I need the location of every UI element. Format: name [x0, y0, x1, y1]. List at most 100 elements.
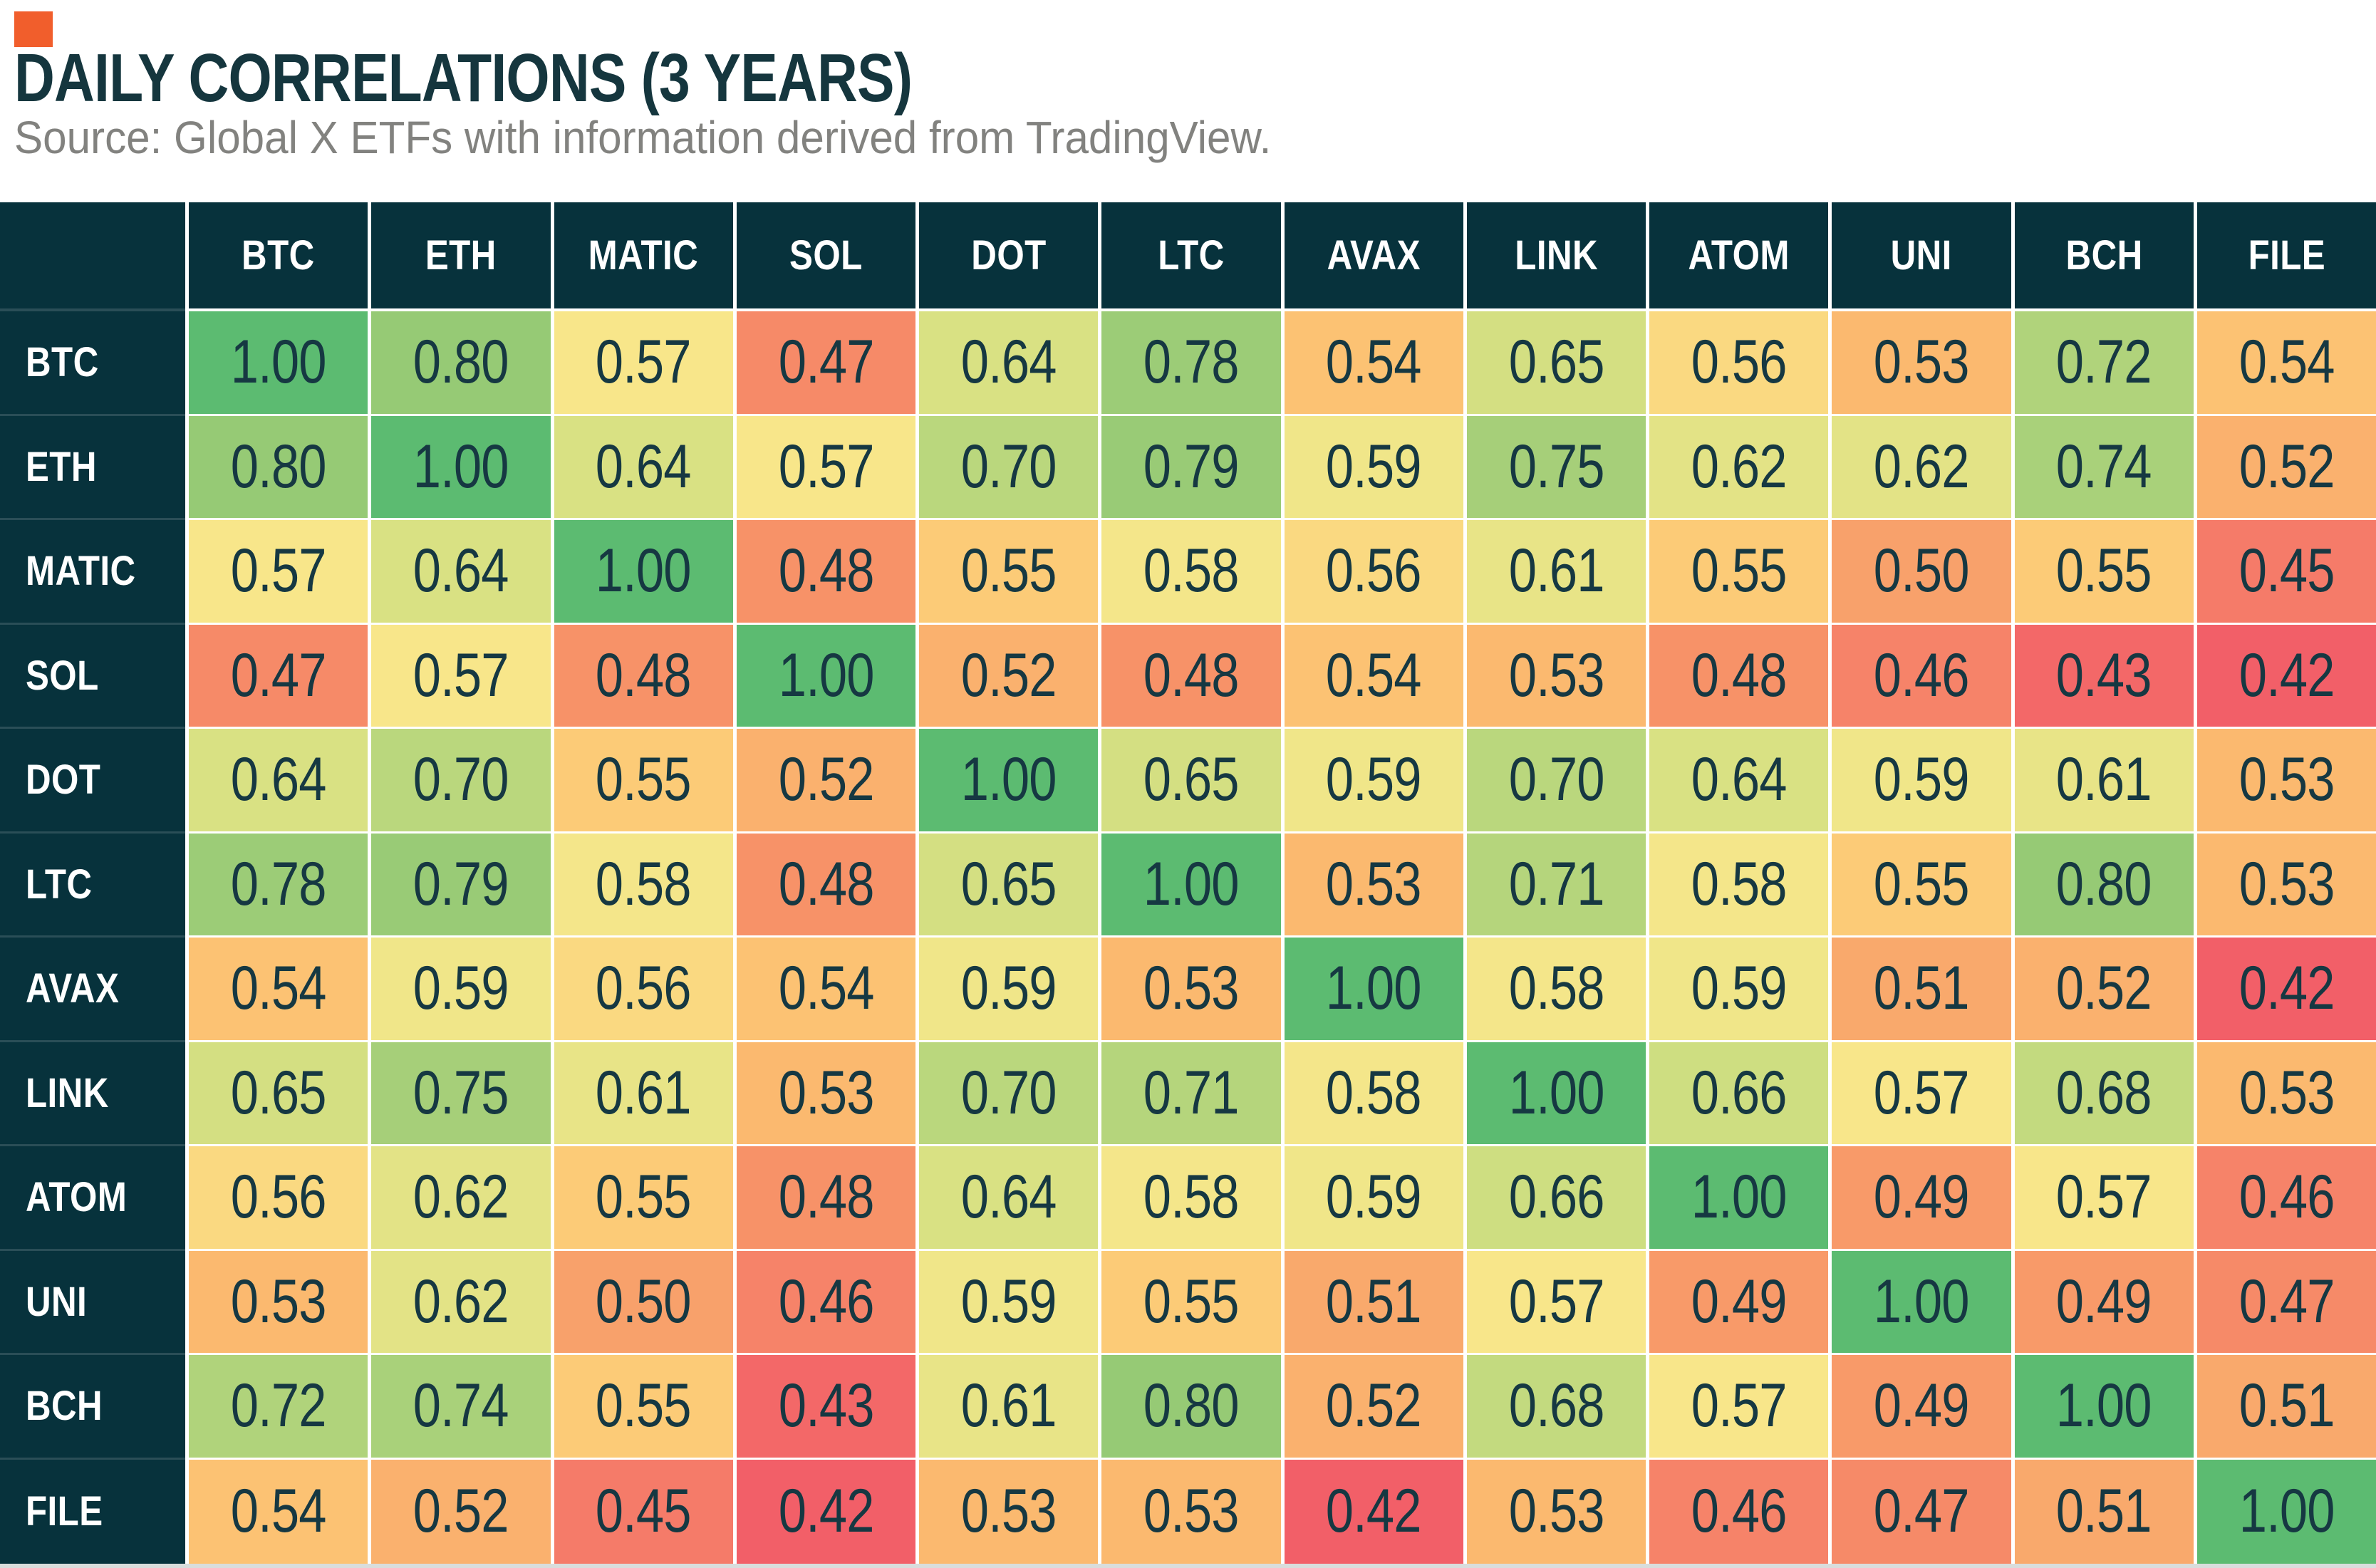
cell-text: 1.00: [1326, 954, 1422, 1023]
cell-text: 0.52: [413, 1477, 509, 1546]
cell-text: 0.47: [778, 328, 874, 397]
cell-text: 0.64: [1691, 745, 1788, 814]
matrix-cell-uni-avax: 0.51: [1284, 1250, 1463, 1355]
matrix-cell-avax-dot: 0.59: [919, 938, 1099, 1042]
matrix-cell-btc-avax: 0.54: [1284, 311, 1463, 416]
cell-text: 0.51: [1326, 1267, 1422, 1336]
cell-text: 0.78: [1143, 328, 1240, 397]
cell-text: 0.56: [1691, 328, 1788, 397]
matrix-cell-sol-atom: 0.48: [1649, 624, 1829, 729]
matrix-cell-btc-btc: 1.00: [189, 311, 368, 416]
matrix-cell-dot-sol: 0.52: [736, 729, 915, 834]
cell-text: 0.53: [2238, 849, 2335, 918]
matrix-cell-uni-ltc: 0.55: [1101, 1250, 1281, 1355]
matrix-cell-btc-sol: 0.47: [736, 311, 915, 416]
cell-text: 0.52: [2238, 432, 2335, 501]
cell-text: 0.61: [596, 1058, 692, 1127]
matrix-cell-link-sol: 0.53: [736, 1042, 915, 1146]
cell-text: 0.65: [960, 849, 1057, 918]
cell-text: 0.68: [1508, 1371, 1604, 1440]
cell-text: 0.57: [596, 328, 692, 397]
cell-text: ATOM: [26, 1174, 128, 1221]
matrix-cell-dot-matic: 0.55: [554, 729, 733, 834]
matrix-cell-file-file: 1.00: [2196, 1459, 2376, 1564]
cell-text: 0.66: [1508, 1163, 1604, 1232]
cell-text: 0.58: [1143, 536, 1240, 606]
matrix-cell-uni-bch: 0.49: [2014, 1250, 2194, 1355]
matrix-cell-dot-ltc: 0.65: [1101, 729, 1281, 834]
cell-text: ETH: [26, 443, 97, 490]
matrix-cell-avax-btc: 0.54: [189, 938, 368, 1042]
matrix-cell-matic-matic: 1.00: [554, 520, 733, 625]
matrix-cell-link-matic: 0.61: [554, 1042, 733, 1146]
row-header-bch: BCH: [0, 1355, 185, 1460]
matrix-cell-atom-btc: 0.56: [189, 1146, 368, 1251]
cell-text: 0.53: [2238, 745, 2335, 814]
matrix-cell-uni-eth: 0.62: [371, 1250, 551, 1355]
matrix-cell-atom-file: 0.46: [2196, 1146, 2376, 1251]
row-header-link: LINK: [0, 1042, 185, 1146]
cell-text: 0.42: [778, 1477, 874, 1546]
cell-text: 0.52: [2056, 954, 2152, 1023]
row-header-file: FILE: [0, 1459, 185, 1564]
matrix-cell-file-uni: 0.47: [1832, 1459, 2011, 1564]
matrix-cell-uni-file: 0.47: [2196, 1250, 2376, 1355]
matrix-cell-atom-ltc: 0.58: [1101, 1146, 1281, 1251]
matrix-cell-bch-link: 0.68: [1466, 1355, 1646, 1460]
column-header-bch: BCH: [2014, 202, 2194, 311]
cell-text: 0.51: [1873, 954, 1970, 1023]
cell-text: 0.80: [2056, 849, 2152, 918]
matrix-cell-dot-dot: 1.00: [919, 729, 1099, 834]
cell-text: 0.53: [778, 1058, 874, 1127]
cell-text: 0.56: [230, 1163, 327, 1232]
matrix-cell-sol-link: 0.53: [1466, 624, 1646, 729]
matrix-cell-bch-uni: 0.49: [1832, 1355, 2011, 1460]
matrix-cell-uni-sol: 0.46: [736, 1250, 915, 1355]
matrix-cell-file-btc: 0.54: [189, 1459, 368, 1564]
matrix-cell-dot-atom: 0.64: [1649, 729, 1829, 834]
matrix-cell-sol-matic: 0.48: [554, 624, 733, 729]
matrix-cell-link-link: 1.00: [1466, 1042, 1646, 1146]
matrix-cell-atom-uni: 0.49: [1832, 1146, 2011, 1251]
matrix-cell-avax-bch: 0.52: [2014, 938, 2194, 1042]
cell-text: 1.00: [230, 328, 327, 397]
cell-text: 1.00: [2238, 1477, 2335, 1546]
cell-text: 0.70: [960, 432, 1057, 501]
matrix-cell-atom-dot: 0.64: [919, 1146, 1099, 1251]
matrix-cell-uni-atom: 0.49: [1649, 1250, 1829, 1355]
matrix-cell-uni-dot: 0.59: [919, 1250, 1099, 1355]
cell-text: 0.59: [1691, 954, 1788, 1023]
cell-text: 0.50: [1873, 536, 1970, 606]
matrix-cell-sol-dot: 0.52: [919, 624, 1099, 729]
cell-text: 0.79: [1143, 432, 1240, 501]
cell-text: 0.53: [2238, 1058, 2335, 1127]
row-header-dot: DOT: [0, 729, 185, 834]
cell-text: 0.53: [1143, 1477, 1240, 1546]
matrix-cell-eth-sol: 0.57: [736, 415, 915, 520]
matrix-cell-btc-atom: 0.56: [1649, 311, 1829, 416]
column-header-btc: BTC: [189, 202, 368, 311]
cell-text: 0.59: [1326, 432, 1422, 501]
cell-text: 0.53: [230, 1267, 327, 1336]
matrix-cell-bch-matic: 0.55: [554, 1355, 733, 1460]
matrix-cell-link-eth: 0.75: [371, 1042, 551, 1146]
matrix-cell-sol-sol: 1.00: [736, 624, 915, 729]
matrix-cell-avax-matic: 0.56: [554, 938, 733, 1042]
matrix-cell-bch-ltc: 0.80: [1101, 1355, 1281, 1460]
matrix-cell-matic-file: 0.45: [2196, 520, 2376, 625]
cell-text: 0.49: [2056, 1267, 2152, 1336]
cell-text: 0.54: [778, 954, 874, 1023]
matrix-cell-matic-bch: 0.55: [2014, 520, 2194, 625]
column-header-sol: SOL: [736, 202, 915, 311]
cell-text: 0.48: [596, 640, 692, 710]
matrix-cell-ltc-avax: 0.53: [1284, 833, 1463, 938]
matrix-cell-avax-eth: 0.59: [371, 938, 551, 1042]
matrix-cell-matic-uni: 0.50: [1832, 520, 2011, 625]
row-header-atom: ATOM: [0, 1146, 185, 1251]
cell-text: LINK: [26, 1069, 109, 1116]
cell-text: 0.57: [413, 640, 509, 710]
row-header-sol: SOL: [0, 624, 185, 729]
cell-text: 0.75: [413, 1058, 509, 1127]
matrix-cell-dot-bch: 0.61: [2014, 729, 2194, 834]
cell-text: 0.46: [778, 1267, 874, 1336]
